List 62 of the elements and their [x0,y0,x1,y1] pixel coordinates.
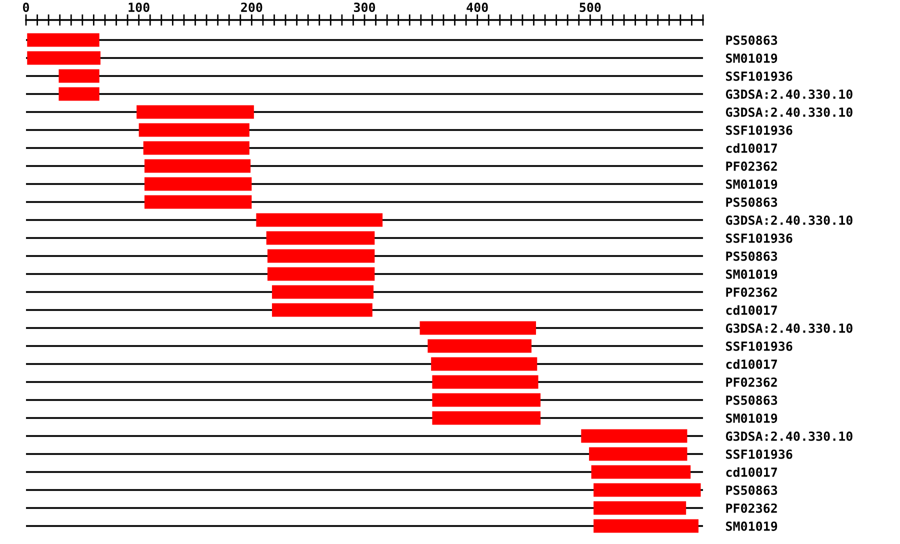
y-tick-label: G3DSA:2.40.330.10 [726,431,852,441]
bar [432,375,538,389]
x-tick-label: 500 [580,2,601,12]
y-tick-label: cd10017 [726,359,777,369]
y-tick-label: G3DSA:2.40.330.10 [726,323,852,333]
y-tick-label: PS50863 [726,35,778,45]
y-tick-label: cd10017 [726,143,777,153]
bar [267,249,375,263]
y-tick-label: SM01019 [726,269,778,279]
y-tick-label: SM01019 [726,53,778,63]
y-tick-label: PS50863 [726,395,778,405]
y-tick-label: PF02362 [726,287,777,297]
bar [144,195,252,209]
y-tick-label: SM01019 [726,179,778,189]
bar [432,393,541,407]
bar [581,429,688,443]
y-tick-label: PF02362 [726,377,777,387]
bar [428,339,532,353]
bar [589,447,688,461]
bar [58,69,100,83]
y-tick-label: cd10017 [726,305,777,315]
y-tick-label: PS50863 [726,485,778,495]
bar [431,357,538,371]
x-tick-label: 100 [128,2,150,12]
y-tick-label: G3DSA:2.40.330.10 [726,215,852,225]
y-tick-label: G3DSA:2.40.330.10 [726,89,852,99]
y-tick-label: PF02362 [726,503,777,513]
y-tick-label: SSF101936 [726,449,792,459]
y-tick-label: SSF101936 [726,233,792,243]
bar [594,501,686,515]
x-tick-label: 300 [354,2,376,12]
bar [272,285,374,299]
bar [136,105,254,119]
bar [432,411,541,425]
y-tick-label: SSF101936 [726,71,792,81]
bar [58,87,100,101]
bar [144,159,251,173]
y-tick-label: PF02362 [726,161,777,171]
bar [594,519,698,533]
bar [143,141,250,155]
y-tick-label: PS50863 [726,197,778,207]
y-tick-label: SM01019 [726,413,778,423]
bar [138,123,250,137]
y-tick-label: G3DSA:2.40.330.10 [726,107,852,117]
bar [256,213,383,227]
y-tick-label: SM01019 [726,521,778,531]
y-tick-label: SSF101936 [726,125,792,135]
x-tick-label: 400 [466,2,488,12]
bar [27,51,100,65]
bar [266,231,375,245]
y-tick-label: cd10017 [726,467,777,477]
y-tick-label: PS50863 [726,251,778,261]
bar [420,321,536,335]
bar [591,465,691,479]
y-tick-label: SSF101936 [726,341,792,351]
bar [27,33,100,47]
bar [272,303,372,317]
bar [267,267,375,281]
x-tick-label: 200 [241,2,262,12]
bar [594,483,701,497]
bar [144,177,252,191]
x-tick-label: 0 [22,2,30,12]
